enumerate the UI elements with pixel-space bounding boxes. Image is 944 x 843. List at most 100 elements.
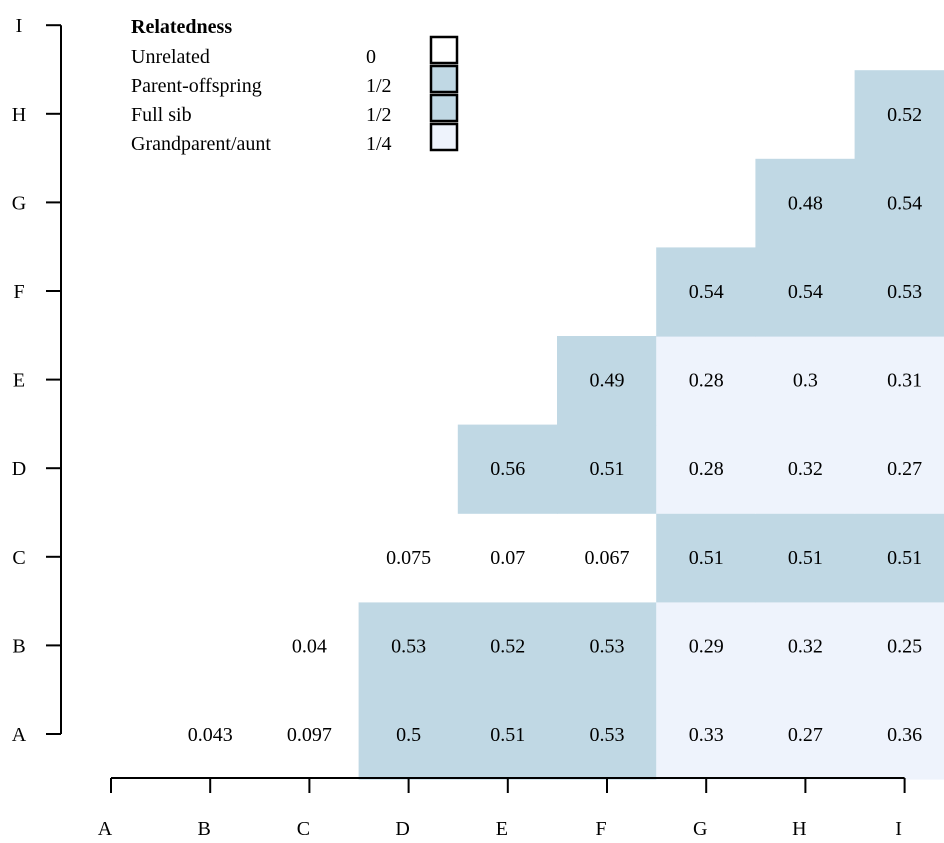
legend-item-label: Grandparent/aunt [131,133,271,155]
legend-item-label: Unrelated [131,46,210,68]
legend-swatch-unrelated [429,35,459,65]
heatmap-cell-A-C [259,690,360,780]
cell-value-label: 0.54 [788,281,823,303]
cell-value-label: 0.36 [887,724,922,746]
legend: Relatedness Unrelated 0 Parent-offspring 1/2… [131,16,459,155]
cell-value-label: 0.48 [788,192,823,214]
y-tick-label: H [12,104,26,126]
legend-item-label: Full sib [131,104,192,126]
legend-item-value: 1/4 [366,133,392,155]
heatmap-cell-G-I [854,158,944,248]
cell-value-label: 0.5 [396,724,421,746]
x-tick-label: A [98,818,113,840]
legend-swatch-parent-offspring [429,64,459,94]
legend-item-value: 1/2 [366,104,392,126]
heatmap-cell-C-H [755,513,856,603]
heatmap-cell-B-D [358,601,459,691]
x-tick-label: F [595,818,606,840]
cell-value-label: 0.043 [188,724,233,746]
heatmap-cell-C-F [557,513,657,603]
cell-value-label: 0.32 [788,635,823,657]
heatmap-cell-C-D [358,513,459,603]
legend-swatch-full-sib [429,93,459,123]
x-tick-label: H [792,818,806,840]
heatmap-cell-B-F [557,601,657,691]
y-tick-label: I [16,15,23,37]
cell-value-label: 0.54 [887,192,922,214]
legend-title: Relatedness [131,16,232,38]
cell-value-label: 0.51 [689,547,724,569]
heatmap-cell-A-I [854,690,944,780]
y-tick-label: B [12,635,25,657]
cell-value-label: 0.53 [391,635,426,657]
heatmap-cell-E-G [656,336,756,426]
heatmap-cell-D-F [557,424,657,514]
heatmap-cells: 0.043 0.097 0.5 0.51 0.53 0.33 0.27 0.36 0.04 0.5… [160,70,944,780]
cell-value-label: 0.067 [585,547,630,569]
x-tick-label: C [297,818,310,840]
y-tick-label: D [12,458,26,480]
cell-value-label: 0.27 [788,724,823,746]
cell-value-label: 0.29 [689,635,724,657]
heatmap-cell-B-E [457,601,558,691]
heatmap-cell-B-G [656,601,756,691]
cell-value-label: 0.07 [490,547,525,569]
heatmap-cell-A-G [656,690,756,780]
heatmap-cell-A-D [358,690,459,780]
cell-value-label: 0.28 [689,458,724,480]
cell-value-label: 0.53 [590,635,625,657]
cell-value-label: 0.097 [287,724,332,746]
legend-item-value: 1/2 [366,75,392,97]
x-tick-label: B [198,818,211,840]
heatmap-cell-C-I [854,513,944,603]
cell-value-label: 0.28 [689,370,724,392]
legend-item-label: Parent-offspring [131,75,262,97]
cell-value-label: 0.54 [689,281,724,303]
heatmap-cell-D-G [656,424,756,514]
y-tick-label: F [13,281,24,303]
cell-value-label: 0.075 [386,547,431,569]
cell-value-label: 0.51 [590,458,625,480]
cell-value-label: 0.27 [887,458,922,480]
axes: A B C D E F G H I A B C D E F G H I [12,15,906,840]
heatmap-cell-E-I [854,336,944,426]
y-tick-label: A [12,724,27,746]
heatmap-cell-H-I [854,70,944,160]
heatmap-cell-A-H [755,690,856,780]
cell-value-label: 0.31 [887,370,922,392]
cell-value-label: 0.04 [292,635,327,657]
heatmap-cell-A-F [557,690,657,780]
heatmap-cell-A-B [160,690,260,780]
cell-value-label: 0.56 [490,458,525,480]
heatmap-cell-E-H [755,336,856,426]
heatmap-cell-D-H [755,424,856,514]
x-tick-label: G [693,818,707,840]
x-tick-label: I [895,818,902,840]
cell-value-label: 0.49 [590,370,625,392]
heatmap-cell-C-G [656,513,756,603]
heatmap-cell-F-H [755,247,856,337]
x-tick-label: D [395,818,409,840]
heatmap-cell-A-E [457,690,558,780]
cell-value-label: 0.52 [490,635,525,657]
heatmap-cell-B-H [755,601,856,691]
cell-value-label: 0.53 [887,281,922,303]
cell-value-label: 0.51 [490,724,525,746]
y-tick-label: G [12,192,26,214]
cell-value-label: 0.3 [793,370,818,392]
y-tick-label: C [12,547,25,569]
cell-value-label: 0.53 [590,724,625,746]
heatmap-cell-F-G [656,247,756,337]
cell-value-label: 0.51 [887,547,922,569]
heatmap-cell-B-C [259,601,360,691]
x-tick-label: E [496,818,508,840]
cell-value-label: 0.51 [788,547,823,569]
heatmap-cell-E-F [557,336,657,426]
cell-value-label: 0.32 [788,458,823,480]
heatmap-cell-G-H [755,158,856,248]
y-tick-label: E [13,370,25,392]
heatmap-cell-D-I [854,424,944,514]
heatmap-cell-D-E [457,424,558,514]
legend-swatch-grandparent-aunt [429,122,459,152]
